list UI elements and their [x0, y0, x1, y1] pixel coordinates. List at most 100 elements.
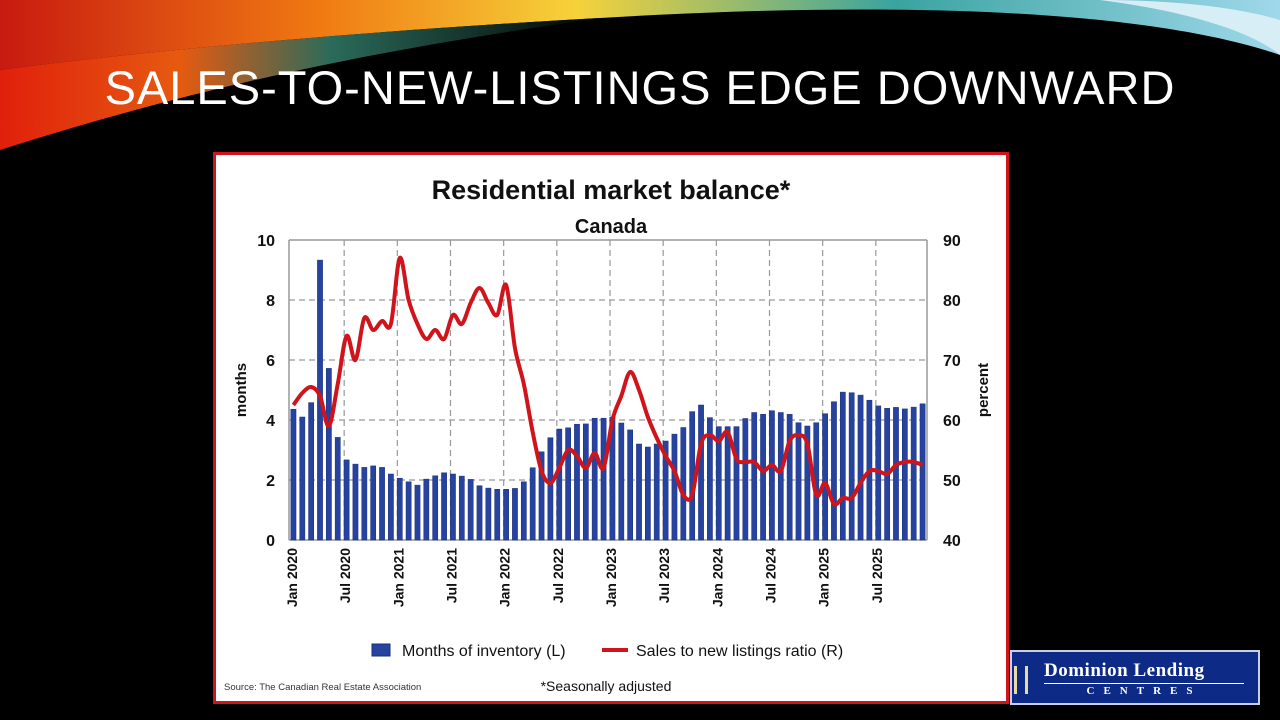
inventory-bar	[326, 368, 332, 541]
chart-frame: Residential market balance* Canada 0 40 2 50 4…	[213, 152, 1009, 704]
y-tick-right: 90	[943, 233, 961, 250]
inventory-bar	[494, 489, 501, 541]
decorative-swoosh-banner	[0, 0, 1280, 150]
x-tick-label: Jul 2024	[763, 548, 779, 603]
x-tick-label: Jul 2021	[444, 548, 460, 603]
inventory-bar	[839, 391, 846, 541]
inventory-bar	[795, 422, 802, 541]
inventory-bar	[680, 427, 687, 541]
inventory-bar	[848, 392, 855, 541]
sales-to-new-listings-line	[291, 255, 924, 507]
inventory-bar	[769, 410, 775, 541]
inventory-bar	[715, 426, 722, 541]
pillar-icon	[1014, 666, 1028, 694]
inventory-bar	[538, 451, 545, 541]
inventory-bar	[698, 404, 704, 541]
x-tick-label: Jan 2023	[603, 548, 619, 607]
inventory-bar	[822, 413, 828, 541]
inventory-bar	[653, 443, 660, 541]
slide-title: SALES-TO-NEW-LISTINGS EDGE DOWNWARD	[104, 61, 1176, 114]
inventory-bar	[742, 418, 749, 541]
logo-line-2: CENTRES	[1044, 683, 1244, 697]
inventory-bar	[476, 485, 483, 541]
inventory-bar	[334, 437, 341, 541]
y-tick-right: 40	[943, 533, 961, 550]
inventory-bar	[733, 426, 740, 541]
inventory-bar	[308, 402, 315, 541]
x-tick-label: Jan 2022	[497, 548, 513, 607]
inventory-bar	[600, 417, 607, 541]
x-tick-label: Jan 2024	[709, 548, 725, 607]
y-tick-left: 6	[266, 353, 275, 370]
inventory-bar	[361, 467, 368, 541]
dominion-lending-logo: Dominion Lending CENTRES	[1010, 650, 1260, 705]
chart-title: Residential market balance*	[432, 175, 791, 205]
inventory-bar	[804, 425, 811, 541]
inventory-bar	[565, 427, 571, 541]
inventory-bar	[751, 412, 758, 541]
y-tick-left: 0	[266, 533, 275, 550]
inventory-bar	[343, 459, 350, 541]
logo-line-1: Dominion Lending	[1044, 660, 1205, 681]
inventory-bar	[627, 429, 634, 541]
y-tick-right: 80	[943, 293, 961, 310]
inventory-bar	[547, 437, 554, 541]
inventory-bar	[520, 481, 527, 541]
inventory-bar	[901, 408, 908, 541]
x-tick-label: Jul 2025	[869, 548, 885, 603]
inventory-bar	[636, 443, 642, 541]
inventory-bar	[724, 426, 731, 541]
inventory-bar	[379, 467, 385, 541]
residential-market-balance-chart: Residential market balance* Canada 0 40 2 50 4…	[224, 175, 992, 694]
inventory-bar	[299, 416, 306, 541]
inventory-bar	[414, 484, 421, 541]
inventory-bar	[458, 475, 465, 541]
x-tick-label: Jul 2022	[550, 548, 566, 603]
inventory-bar	[645, 446, 651, 541]
inventory-bar	[450, 473, 456, 541]
y-axis-label-left: months	[233, 363, 250, 417]
inventory-bar	[582, 423, 589, 541]
legend-label-ratio: Sales to new listings ratio (R)	[636, 643, 843, 660]
y-tick-right: 50	[943, 473, 961, 490]
y-axis-label-right: percent	[975, 363, 992, 417]
inventory-bar	[574, 423, 580, 541]
inventory-bar	[503, 489, 509, 541]
legend-swatch-inventory	[371, 643, 391, 657]
inventory-bar	[671, 433, 678, 541]
inventory-bar	[591, 417, 598, 541]
inventory-bar	[910, 406, 917, 541]
x-tick-label: Jan 2020	[284, 548, 300, 607]
inventory-bar	[919, 403, 926, 541]
inventory-bar	[857, 394, 864, 541]
inventory-bar	[396, 477, 403, 541]
footnote: *Seasonally adjusted	[541, 678, 672, 694]
source-note: Source: The Canadian Real Estate Associa…	[224, 682, 421, 693]
inventory-bar	[290, 408, 297, 541]
inventory-bar	[467, 479, 474, 541]
inventory-bar	[405, 481, 412, 541]
inventory-bar	[760, 414, 766, 541]
chart-subtitle: Canada	[575, 216, 648, 238]
y-tick-left: 2	[266, 473, 275, 490]
inventory-bar	[777, 412, 784, 541]
y-tick-right: 60	[943, 413, 961, 430]
inventory-bar	[707, 417, 713, 541]
inventory-bar	[831, 401, 837, 541]
inventory-bar	[352, 463, 359, 541]
y-tick-right: 70	[943, 353, 961, 370]
x-tick-label: Jan 2021	[390, 548, 406, 607]
inventory-bar	[786, 414, 793, 541]
inventory-bar	[370, 465, 377, 541]
inventory-bar	[485, 487, 492, 541]
x-tick-label: Jul 2020	[337, 548, 353, 603]
y-tick-left: 4	[266, 413, 275, 430]
inventory-bar	[662, 440, 669, 541]
y-tick-left: 10	[257, 233, 275, 250]
inventory-bar	[556, 428, 563, 541]
inventory-bar	[529, 467, 536, 541]
inventory-bar	[388, 473, 394, 541]
legend-label-inventory: Months of inventory (L)	[402, 643, 566, 660]
inventory-bar	[432, 475, 439, 541]
x-tick-label: Jul 2023	[656, 548, 672, 603]
